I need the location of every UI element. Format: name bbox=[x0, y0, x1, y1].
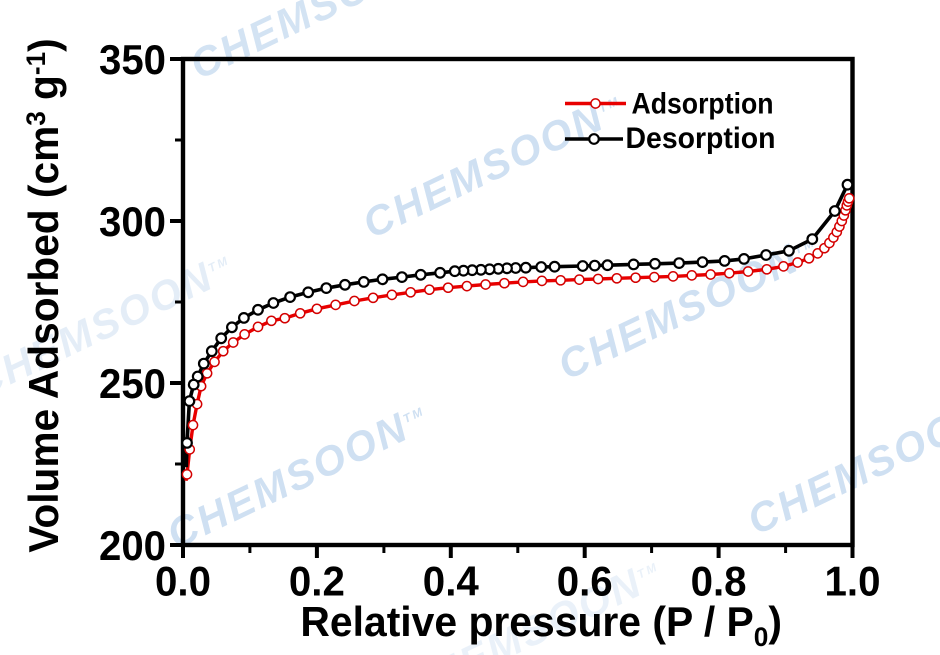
svg-text:0.2: 0.2 bbox=[289, 558, 345, 605]
svg-text:0.8: 0.8 bbox=[691, 558, 747, 605]
svg-text:250: 250 bbox=[99, 360, 166, 407]
svg-text:300: 300 bbox=[99, 198, 166, 245]
svg-text:1.0: 1.0 bbox=[825, 558, 881, 605]
svg-text:Relative pressure (P / P0): Relative pressure (P / P0) bbox=[300, 597, 782, 652]
svg-text:350: 350 bbox=[99, 36, 166, 83]
svg-text:0.4: 0.4 bbox=[423, 558, 480, 605]
svg-text:0.0: 0.0 bbox=[155, 558, 211, 605]
svg-text:Adsorption: Adsorption bbox=[632, 88, 774, 121]
svg-text:0.6: 0.6 bbox=[557, 558, 613, 605]
svg-text:200: 200 bbox=[99, 522, 166, 569]
svg-text:Desorption: Desorption bbox=[626, 122, 776, 155]
